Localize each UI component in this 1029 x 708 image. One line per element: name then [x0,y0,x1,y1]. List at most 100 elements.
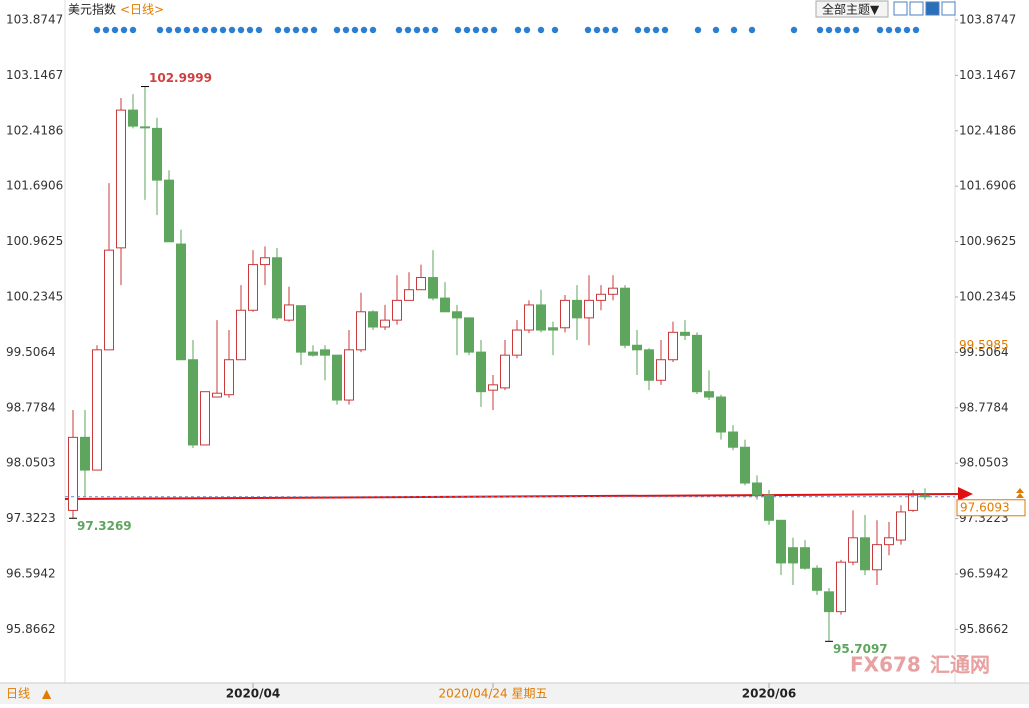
y-tick-label: 103.1467 [959,68,1016,82]
candle-body [380,319,390,328]
candle-body [836,561,846,613]
y-tick-label: 95.8662 [959,622,1009,636]
high-label: 102.9999 [149,71,212,85]
event-dot [255,26,263,34]
x-tick-label: 2020/04/24 星期五 [439,687,548,701]
candle-body [596,293,606,301]
candle-body [476,351,486,393]
x-tick-label: 2020/06 [742,687,796,701]
candle-body [284,304,294,321]
candle-body [464,317,474,353]
event-dot [825,26,833,34]
event-dot [333,26,341,34]
watermark: 汇通网 [930,653,990,677]
candle-body [536,304,546,331]
event-dot [537,26,545,34]
candle-body [800,547,810,569]
low-label: 95.7097 [833,642,888,656]
candle-body [524,304,534,331]
candle-body [884,537,894,546]
event-dot [876,26,884,34]
event-dot [523,26,531,34]
x-axis-bar [0,683,1029,704]
chart-title: 美元指数 [68,2,116,17]
candle-body [296,305,306,353]
event-dot [834,26,842,34]
candle-body [260,257,270,266]
candle-body [272,257,282,319]
theme-button-text[interactable]: 全部主题▼ [822,2,880,17]
event-dot [292,26,300,34]
candle-body [236,309,246,361]
bottom-period[interactable]: 日线 [6,687,30,701]
event-dot [816,26,824,34]
candle-body [92,349,102,471]
event-dot [661,26,669,34]
bottom-arrow[interactable]: ▲ [42,687,52,701]
candle-body [428,277,438,299]
event-dot [174,26,182,34]
event-dot [102,26,110,34]
candle-body [728,431,738,448]
candle-body [692,334,702,393]
candle-body [812,567,822,591]
tool-icon[interactable] [941,1,956,16]
candle-body [740,446,750,484]
event-dot [156,26,164,34]
y-tick-label: 98.0503 [959,456,1009,470]
y-tick-label: 98.7784 [6,400,56,414]
candle-body [152,127,162,181]
event-dot [454,26,462,34]
event-dot [611,26,619,34]
candle-body [500,354,510,389]
candle-body [560,299,570,329]
event-dot [894,26,902,34]
trend-arrow [958,487,973,501]
candle-body [116,109,126,249]
y-tick-label: 96.5942 [6,567,56,581]
candle-body [200,391,210,446]
y-tick-label: 100.2345 [6,289,63,303]
period-label[interactable]: <日线> [120,3,164,17]
event-dot [903,26,911,34]
theme-button[interactable] [815,0,889,18]
y-tick-label: 100.2345 [959,289,1016,303]
tool-icon[interactable] [909,1,924,16]
crosshair-price: 99.5985 [959,338,1009,352]
trend-line[interactable] [64,493,961,500]
event-dot [514,26,522,34]
candle-body [404,289,414,301]
candle-body [656,359,666,381]
event-dot [301,26,309,34]
low-label: 97.3269 [77,519,132,533]
event-dot [463,26,471,34]
event-dot [748,26,756,34]
candle-body [632,344,642,351]
tool-icon[interactable] [893,1,908,16]
y-tick-label: 103.1467 [6,68,63,82]
event-dot [351,26,359,34]
event-dot [490,26,498,34]
event-dot [730,26,738,34]
candle-body [488,384,498,391]
event-dot [192,26,200,34]
y-tick-label: 98.0503 [6,456,56,470]
event-dot [274,26,282,34]
candle-body [320,349,330,356]
event-dot [165,26,173,34]
event-dot [129,26,137,34]
candle-body [908,494,918,511]
candle-body [788,547,798,564]
y-tick-label: 95.8662 [6,622,56,636]
candle-body [344,349,354,401]
candle-body [680,331,690,336]
y-tick-label: 101.6906 [959,179,1016,193]
event-dot [395,26,403,34]
price-marker [1016,488,1024,493]
candle-body [416,277,426,291]
candle-body [104,249,114,351]
event-dot [602,26,610,34]
event-dot [120,26,128,34]
watermark: FX678 [850,653,921,677]
tool-icon[interactable] [925,1,940,16]
